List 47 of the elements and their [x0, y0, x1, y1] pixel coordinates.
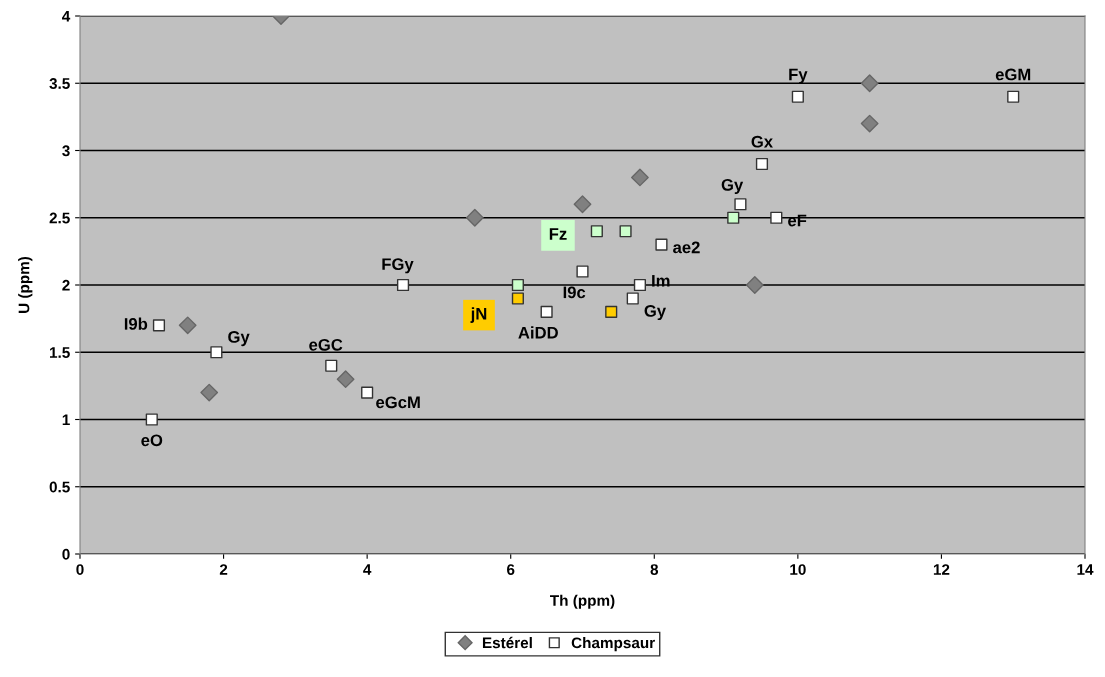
- x-axis-title: Th (ppm): [550, 594, 615, 609]
- y-tick-label: 3: [62, 145, 70, 157]
- annotation: Fy: [789, 68, 808, 84]
- annotation: jN: [470, 307, 487, 323]
- y-axis-title: U (ppm): [18, 256, 33, 313]
- annotation: eGC: [309, 338, 343, 351]
- y-tick-label: 2.5: [49, 212, 70, 224]
- point: [178, 316, 197, 335]
- x-tick-label: 2: [219, 564, 228, 575]
- annotation: Gy: [228, 331, 250, 347]
- annotation: AiDD: [518, 326, 558, 339]
- x-tick-label: 12: [933, 564, 950, 575]
- y-tick-label: 0.5: [49, 481, 70, 493]
- y-tick-label: 1.5: [50, 347, 70, 358]
- annotation: Fz: [549, 228, 567, 240]
- x-tick-label: 6: [507, 564, 515, 575]
- annotation: Gx: [751, 135, 773, 148]
- annotation: eO: [141, 434, 163, 447]
- point: [860, 74, 879, 93]
- annotation: ae2: [673, 241, 700, 254]
- x-tick-label: 4: [363, 564, 372, 575]
- point: [465, 208, 484, 227]
- x-tick-label: 0: [76, 564, 84, 575]
- y-tick-label: 3.5: [49, 78, 70, 89]
- annotation: I9c: [563, 286, 586, 299]
- legend-label: Champsaur: [571, 637, 655, 652]
- y-tick-label: 2: [62, 279, 70, 291]
- annotation: I9b: [124, 317, 148, 330]
- x-tick-label: 10: [790, 564, 806, 575]
- annotation: Gy: [721, 178, 744, 195]
- annotation: eGcM: [376, 396, 420, 409]
- point: [200, 383, 219, 402]
- point: [631, 168, 649, 187]
- point: [573, 195, 592, 214]
- annotation: eGM: [995, 68, 1031, 81]
- point: [860, 114, 879, 133]
- annotation: FGy: [382, 258, 414, 274]
- point: [745, 276, 764, 294]
- y-tick-label: 0: [62, 548, 70, 560]
- x-tick-label: 14: [1077, 564, 1094, 575]
- y-tick-label: 4: [62, 11, 71, 22]
- annotation: Gy: [644, 305, 666, 321]
- legend-label: Estérel: [482, 636, 532, 649]
- annotation: Im: [652, 275, 670, 287]
- x-tick-label: 8: [650, 564, 659, 575]
- point: [336, 370, 355, 389]
- y-tick-label: 1: [62, 414, 70, 426]
